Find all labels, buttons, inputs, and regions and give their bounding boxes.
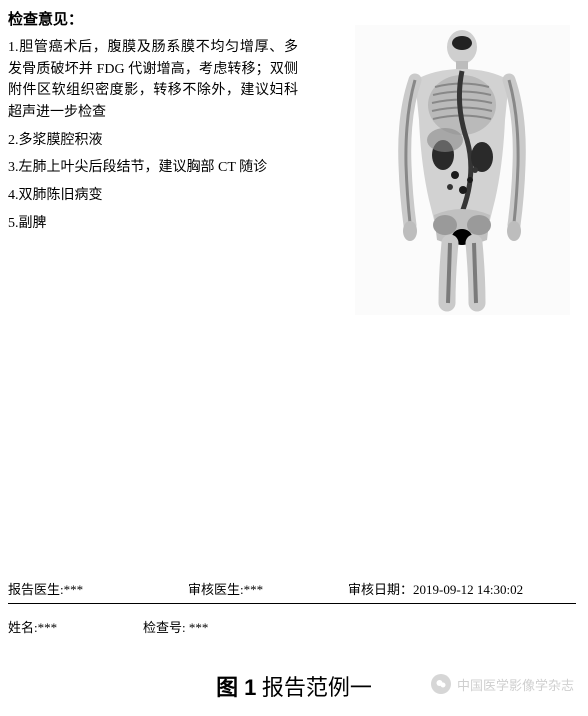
finding-item: 2.多浆膜腔积液 <box>8 130 298 152</box>
exam-number: 检查号: *** <box>143 617 576 636</box>
watermark: 中国医学影像学杂志 <box>431 674 574 694</box>
review-doctor: 审核医生:*** <box>188 579 348 598</box>
watermark-text: 中国医学影像学杂志 <box>457 675 574 694</box>
patient-row: 姓名:*** 检查号: *** <box>8 617 576 636</box>
pet-scan-image <box>355 25 570 315</box>
finding-item: 3.左肺上叶尖后段结节，建议胸部 CT 随诊 <box>8 157 298 179</box>
finding-item: 5.副脾 <box>8 213 298 235</box>
finding-item: 4.双肺陈旧病变 <box>8 185 298 207</box>
findings-list: 1.胆管癌术后，腹膜及肠系膜不均匀增厚、多发骨质破坏并 FDG 代谢增高，考虑转… <box>8 37 298 241</box>
report-doctor: 报告医生:*** <box>8 579 188 598</box>
patient-name: 姓名:*** <box>8 617 143 636</box>
review-date: 审核日期：2019-09-12 14:30:02 <box>348 579 576 598</box>
wechat-icon <box>431 674 451 694</box>
review-date-label: 审核日期： <box>348 582 413 597</box>
signature-row: 报告医生:*** 审核医生:*** 审核日期：2019-09-12 14:30:… <box>8 579 576 604</box>
figure-title: 报告范例一 <box>256 675 372 700</box>
finding-item: 1.胆管癌术后，腹膜及肠系膜不均匀增厚、多发骨质破坏并 FDG 代谢增高，考虑转… <box>8 37 298 124</box>
figure-label: 图 1 <box>216 675 256 700</box>
review-date-value: 2019-09-12 14:30:02 <box>413 582 523 597</box>
